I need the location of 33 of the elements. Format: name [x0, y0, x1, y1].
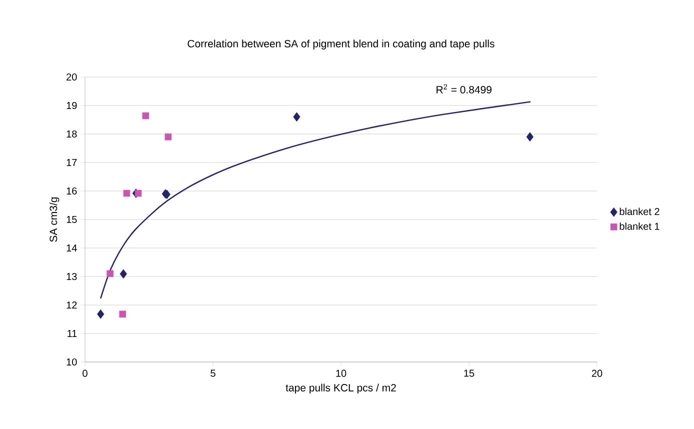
point: [164, 133, 172, 140]
line-series: [100, 101, 532, 300]
y-tick-label: 17: [66, 159, 77, 166]
x-tick-label: 5: [210, 370, 216, 377]
point: [134, 190, 142, 197]
y-tick-label: 12: [66, 302, 77, 308]
x-tick-label: 20: [592, 370, 602, 377]
point: [106, 270, 114, 278]
chart-title: Correlation between SA of pigment blend in coating and tape pulls: [188, 40, 494, 50]
annotation: R$^{2}$ = 0.8499: [436, 84, 492, 94]
legend-label: blanket 1: [620, 222, 660, 230]
y-tick-label: 11: [68, 330, 77, 337]
point: [293, 112, 300, 122]
y-tick-label: 19: [66, 102, 77, 110]
y-axis-title: SA cm3/g: [49, 197, 60, 242]
y-tick-label: 14: [66, 244, 77, 252]
y-tick-label: 18: [66, 130, 77, 138]
y-tick-label: 13: [66, 272, 77, 280]
x-tick-label: 10: [336, 370, 346, 377]
y-tick-label: 16: [66, 187, 77, 195]
point: [119, 310, 126, 318]
x-tick-label: 0: [82, 370, 88, 377]
x-axis-title: tape pulls KCL pcs / m2: [286, 384, 396, 394]
y-tick-label: 15: [66, 216, 77, 223]
legend-label: blanket 2: [620, 208, 660, 216]
point: [123, 190, 130, 197]
x-tick-label: 15: [464, 370, 474, 377]
point: [97, 309, 104, 319]
point: [526, 132, 534, 142]
point: [142, 112, 150, 120]
y-tick-label: 10: [66, 358, 77, 366]
point: [120, 269, 127, 279]
y-tick-label: 20: [66, 73, 77, 81]
